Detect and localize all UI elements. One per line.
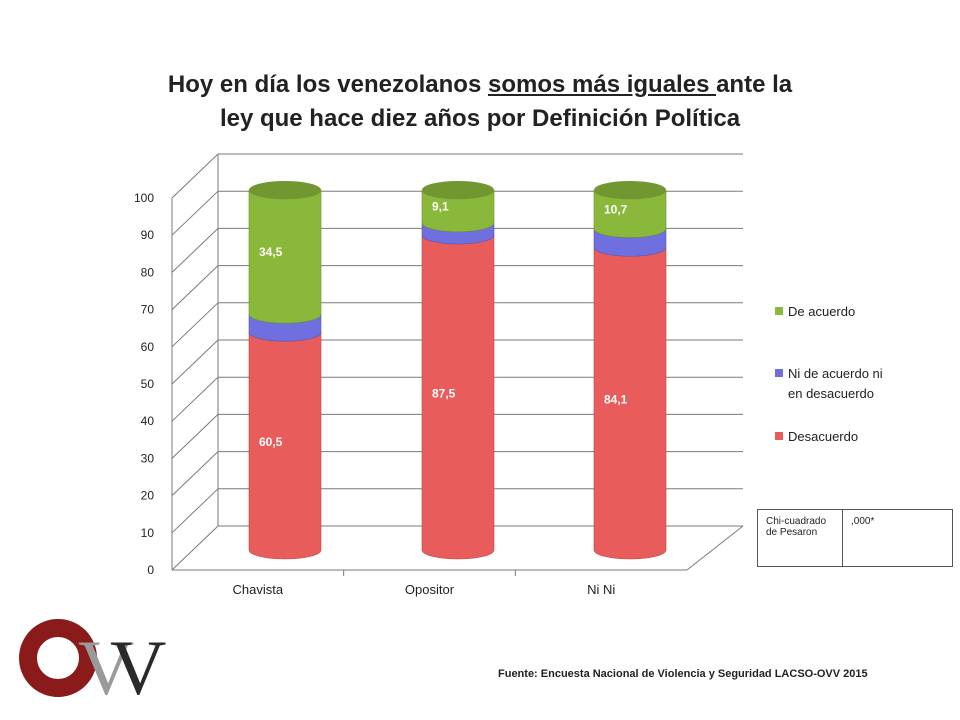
y-tick-label: 60 <box>141 340 155 354</box>
legend-label-de-acuerdo: De acuerdo <box>788 304 855 319</box>
x-axis-categories: Chavista Opositor Ni Ni <box>233 570 615 597</box>
gridline-side <box>171 153 219 199</box>
y-tick-label: 10 <box>141 526 155 540</box>
legend-swatch-ni-ni <box>775 369 783 377</box>
title-part2: ante la <box>716 71 793 98</box>
gridline-side <box>171 265 219 310</box>
data-label: 9,1 <box>432 199 449 213</box>
gridline-side <box>171 488 219 534</box>
chart-title: Hoy en día los venezolanos somos más igu… <box>90 68 870 136</box>
y-tick-label: 40 <box>141 414 155 428</box>
gridline-side <box>171 339 219 385</box>
gridline-side <box>171 190 219 236</box>
x-category-label: Opositor <box>405 582 455 597</box>
legend-label-ni-ni-line1: Ni de acuerdo ni <box>788 366 883 381</box>
y-axis-ticks: 0 10 20 30 40 50 60 70 80 90 100 <box>134 191 154 577</box>
bar-segment-top <box>422 181 494 199</box>
data-label: 10,7 <box>604 202 628 216</box>
bar-segment-top <box>249 181 321 199</box>
logo-v-grey: V <box>78 624 134 704</box>
data-label: 84,1 <box>604 393 628 407</box>
y-tick-label: 90 <box>141 228 155 242</box>
data-label: 60,5 <box>259 435 283 449</box>
chi-square-label: Chi-cuadrado de Pesaron <box>757 509 843 567</box>
logo-o <box>19 619 97 697</box>
ovv-logo: V V <box>19 619 166 704</box>
x-category-label: Chavista <box>233 582 284 597</box>
y-tick-label: 80 <box>141 265 155 279</box>
logo-v-dark: V <box>110 624 166 704</box>
gridline-side <box>171 525 219 571</box>
y-tick-label: 30 <box>141 451 155 465</box>
bars-layer: 60,5534,587,53,49,184,15,210,7 <box>248 181 667 560</box>
gridline-side <box>171 302 219 348</box>
bar-segment-top <box>594 181 666 199</box>
title-underlined: somos más iguales <box>487 71 717 98</box>
legend-label-desacuerdo: Desacuerdo <box>788 429 858 444</box>
gridline-side <box>171 228 219 273</box>
legend-label-ni-ni-line2: en desacuerdo <box>788 386 874 401</box>
title-line2: ley que hace diez años por Definición Po… <box>219 105 741 132</box>
gridline-side <box>171 451 219 496</box>
floor-right-edge <box>686 525 744 571</box>
data-label: 87,5 <box>432 387 456 401</box>
y-tick-label: 20 <box>141 489 155 503</box>
chi-square-value: ,000* <box>842 509 953 567</box>
legend-swatch-de-acuerdo <box>775 307 783 315</box>
x-category-label: Ni Ni <box>587 582 615 597</box>
title-part1: Hoy en día los venezolanos <box>167 71 488 98</box>
y-tick-label: 0 <box>147 563 154 577</box>
y-tick-label: 70 <box>141 303 155 317</box>
gridline-side <box>171 414 219 459</box>
legend-swatch-desacuerdo <box>775 432 783 440</box>
source-note: Fuente: Encuesta Nacional de Violencia y… <box>498 668 868 680</box>
gridline-side <box>171 376 219 422</box>
y-tick-label: 100 <box>134 191 154 205</box>
legend: De acuerdo Ni de acuerdo ni en desacuerd… <box>775 304 883 444</box>
data-label: 34,5 <box>259 245 283 259</box>
chi-square-table: Chi-cuadrado de Pesaron ,000* <box>757 509 953 567</box>
y-tick-label: 50 <box>141 377 155 391</box>
